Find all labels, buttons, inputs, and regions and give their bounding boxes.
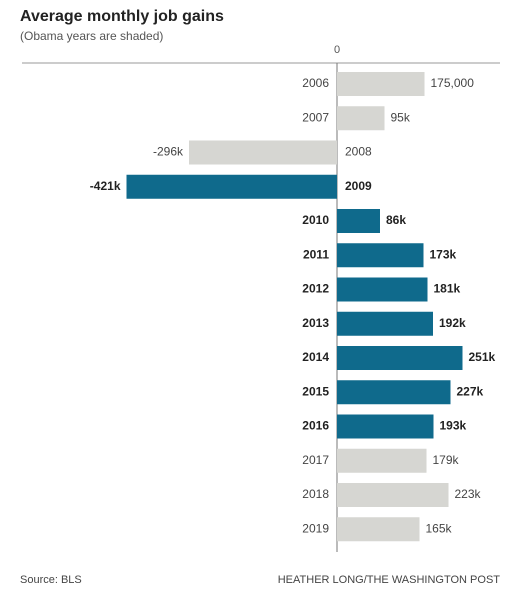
value-label: 181k xyxy=(434,282,461,296)
source: Source: BLS xyxy=(20,574,82,586)
category-label: 2014 xyxy=(302,350,329,364)
category-label: 2016 xyxy=(302,419,329,433)
value-label: 175,000 xyxy=(431,76,475,90)
category-label: 2015 xyxy=(302,384,329,398)
bar xyxy=(337,209,380,233)
bar xyxy=(337,277,428,302)
bar xyxy=(126,174,337,199)
bar xyxy=(337,72,425,96)
x-tick-label: 0 xyxy=(334,44,340,56)
value-label: 251k xyxy=(469,350,496,364)
value-label: 165k xyxy=(426,521,453,535)
value-label: 86k xyxy=(386,213,406,227)
value-label: 193k xyxy=(440,419,467,433)
value-label: 227k xyxy=(457,384,484,398)
category-label: 2012 xyxy=(302,282,329,296)
category-label: 2007 xyxy=(302,110,329,124)
value-label: 95k xyxy=(391,110,411,124)
value-label: 173k xyxy=(430,247,457,261)
value-label: 192k xyxy=(439,316,466,330)
bar xyxy=(337,311,433,336)
chart-subtitle: (Obama years are shaded) xyxy=(20,29,163,43)
category-label: 2011 xyxy=(303,247,329,261)
category-label: 2006 xyxy=(302,76,329,90)
bar xyxy=(337,243,424,268)
bar xyxy=(337,346,463,370)
category-label: 2010 xyxy=(302,213,329,227)
value-label: 179k xyxy=(433,453,460,467)
credit: HEATHER LONG/THE WASHINGTON POST xyxy=(278,574,501,586)
bar xyxy=(337,448,427,473)
chart-title: Average monthly job gains xyxy=(20,8,224,25)
category-label: 2017 xyxy=(302,453,329,467)
bar xyxy=(337,517,420,542)
value-label: -296k xyxy=(153,145,184,159)
category-label: 2013 xyxy=(302,316,329,330)
category-label: 2019 xyxy=(302,521,329,535)
bar xyxy=(337,483,449,507)
value-label: 223k xyxy=(455,487,482,501)
value-label: -421k xyxy=(90,179,121,193)
category-label: 2018 xyxy=(302,487,329,501)
bar xyxy=(189,140,337,165)
bar xyxy=(337,414,434,439)
bar xyxy=(337,106,385,131)
bar xyxy=(337,380,451,405)
category-label: 2009 xyxy=(345,179,372,193)
category-label: 2008 xyxy=(345,145,372,159)
